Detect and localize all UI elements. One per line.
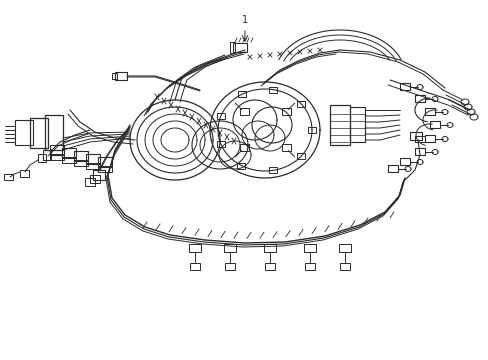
Bar (115, 72, 127, 80)
Bar (74, 151, 88, 161)
Bar (304, 244, 315, 252)
Bar (268, 167, 277, 174)
Bar (264, 263, 274, 270)
Bar (15, 120, 33, 145)
Bar (349, 107, 364, 142)
Bar (45, 115, 63, 150)
Bar (50, 145, 64, 155)
Bar (429, 121, 439, 128)
Bar (216, 113, 224, 119)
Bar (216, 141, 224, 147)
Bar (232, 43, 246, 52)
Bar (399, 83, 409, 90)
Bar (85, 178, 95, 186)
Bar (112, 73, 117, 79)
Bar (414, 148, 424, 155)
Bar (305, 263, 314, 270)
Bar (98, 166, 112, 172)
Bar (399, 158, 409, 165)
Bar (307, 127, 315, 133)
Bar (268, 87, 277, 93)
Bar (62, 148, 76, 158)
Text: 1: 1 (242, 15, 247, 25)
Bar (296, 153, 305, 159)
Bar (93, 170, 105, 180)
Bar (98, 157, 112, 167)
Bar (74, 160, 88, 166)
Bar (282, 108, 291, 114)
Bar (20, 170, 29, 177)
Bar (4, 174, 13, 180)
Bar (424, 108, 434, 115)
Bar (90, 175, 100, 183)
Bar (239, 144, 248, 152)
Bar (237, 162, 245, 168)
Bar (282, 144, 291, 152)
Bar (43, 150, 51, 160)
Bar (190, 263, 200, 270)
Bar (224, 263, 235, 270)
Bar (338, 244, 350, 252)
Bar (329, 105, 349, 145)
Bar (264, 244, 275, 252)
Bar (414, 95, 424, 102)
Bar (237, 91, 245, 98)
Bar (38, 154, 46, 162)
Bar (424, 135, 434, 142)
Bar (30, 118, 48, 148)
Bar (387, 165, 397, 172)
Bar (189, 244, 201, 252)
Bar (62, 157, 76, 163)
Bar (409, 132, 421, 140)
Bar (296, 101, 305, 107)
Bar (414, 136, 424, 142)
Bar (86, 163, 100, 169)
Bar (239, 108, 248, 114)
Bar (339, 263, 349, 270)
Bar (86, 154, 100, 164)
Bar (224, 244, 236, 252)
Bar (229, 42, 235, 53)
Bar (50, 154, 64, 160)
